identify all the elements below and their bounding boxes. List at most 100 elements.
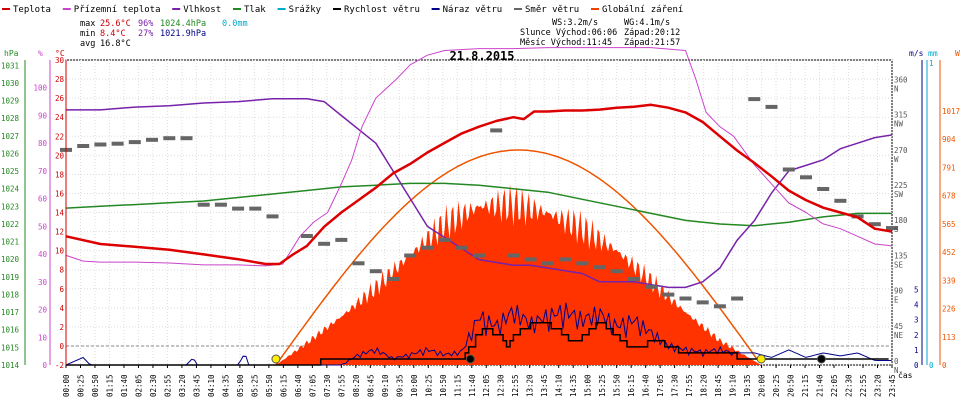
x-tick-label: 06:40	[294, 374, 303, 397]
x-tick-label: 08:45	[366, 374, 375, 397]
wind-direction-mark	[232, 206, 245, 211]
x-tick-label: 13:20	[526, 374, 535, 397]
axis-celsius-tick: 16	[55, 189, 65, 198]
stat-min-temp: 8.4°C	[100, 29, 126, 39]
stat-avg-temp: 16.8°C	[100, 39, 131, 49]
x-tick-label: 00:25	[77, 374, 86, 397]
wind-direction-mark	[214, 202, 227, 207]
sun-set: Západ:20:12	[624, 28, 680, 38]
axis-hpa-tick: 1030	[1, 79, 20, 88]
axis-wm2-tick: 113	[942, 333, 956, 342]
x-tick-label: 15:00	[584, 374, 593, 397]
axis-percent-tick: 20	[38, 306, 48, 315]
series-line-rychlost-vetru	[66, 321, 889, 366]
axis-hpa-tick: 1017	[1, 308, 19, 317]
legend-label: Přízemní teplota	[74, 5, 161, 15]
x-tick-label: 19:10	[729, 374, 738, 397]
wind-direction-mark	[490, 128, 503, 133]
x-tick-label: 11:40	[468, 374, 477, 397]
moonset-marker	[816, 354, 826, 364]
legend-label: Směr větru	[525, 5, 579, 15]
axis-celsius-tick: 2	[59, 323, 64, 332]
axis-celsius-tick: 28	[55, 75, 65, 84]
axis-hpa-unit: hPa	[4, 49, 19, 58]
axis-direction-deg: 360	[894, 75, 908, 84]
stat-max-label: max	[80, 19, 95, 29]
axis-percent-tick: 70	[38, 167, 48, 176]
x-tick-label: 23:45	[888, 374, 897, 397]
radiation-theoretical-line	[275, 149, 759, 366]
axis-wm2-tick: 678	[942, 192, 956, 201]
wind-direction-mark	[662, 292, 675, 297]
wind-direction-mark	[593, 265, 606, 270]
axis-ms-tick: 3	[914, 316, 919, 325]
axis-direction-name: W	[894, 155, 899, 164]
axis-celsius-tick: -2	[55, 361, 64, 370]
wind-direction-mark	[576, 261, 589, 266]
wind-direction-mark	[249, 206, 262, 211]
axis-direction-name: E	[894, 296, 899, 305]
x-tick-label: 18:45	[714, 374, 723, 397]
x-tick-label: 12:05	[482, 374, 491, 397]
wind-direction-mark	[146, 137, 158, 142]
x-tick-label: 14:35	[569, 374, 578, 397]
x-tick-label: 01:40	[120, 374, 129, 397]
wind-direction-mark	[387, 277, 399, 281]
x-tick-label: 13:45	[540, 374, 549, 397]
x-tick-label: 00:50	[91, 374, 100, 397]
x-tick-label: 17:55	[685, 374, 694, 397]
wind-direction-mark	[369, 269, 382, 274]
radiation-area	[275, 184, 762, 365]
axis-percent-tick: 40	[38, 250, 48, 259]
wind-direction-mark	[335, 237, 348, 242]
legend-label: Náraz větru	[443, 5, 503, 15]
axis-wm2-tick: 904	[942, 135, 956, 144]
series-line-tlak	[65, 182, 892, 227]
wind-speed-avg: WS:3.2m/s	[552, 18, 598, 28]
axis-celsius-tick: 10	[55, 247, 65, 256]
x-tick-label: 22:05	[830, 374, 839, 397]
wind-direction-mark	[886, 226, 898, 231]
wind-direction-mark	[834, 198, 847, 203]
wind-direction-mark	[421, 245, 434, 250]
axis-percent-tick: 10	[38, 333, 48, 342]
axis-direction-name: SW	[894, 190, 904, 199]
stat-max-temp: 25.6°C	[100, 19, 131, 29]
x-axis-unit: čas	[898, 370, 913, 380]
x-tick-label: 09:35	[395, 374, 404, 397]
x-tick-label: 16:40	[642, 374, 651, 397]
stat-max-rain: 0.0mm	[222, 19, 248, 29]
axis-hpa-tick: 1014	[1, 361, 20, 370]
moonrise-marker	[465, 354, 475, 364]
axis-wm2-tick: 565	[942, 220, 956, 229]
axis-direction-name: NE	[894, 331, 904, 340]
x-tick-label: 22:30	[845, 374, 854, 397]
x-tick-label: 06:15	[279, 374, 288, 397]
x-tick-label: 05:00	[236, 374, 245, 397]
axis-direction-name: N	[894, 84, 899, 93]
x-tick-label: 02:30	[149, 374, 158, 397]
axis-percent-tick: 80	[38, 139, 48, 148]
axis-celsius-tick: 12	[55, 228, 64, 237]
wind-direction-mark	[696, 300, 709, 305]
x-tick-label: 12:55	[511, 374, 520, 397]
wind-direction-mark	[524, 257, 537, 262]
axis-hpa-tick: 1020	[1, 255, 20, 264]
axis-celsius-tick: 4	[59, 304, 64, 313]
axis-hpa-tick: 1016	[1, 326, 20, 335]
axis-celsius-tick: 8	[59, 266, 64, 275]
axis-direction-name: N	[894, 366, 899, 375]
axis-mm-tick: 1	[929, 59, 934, 68]
wind-direction-mark	[94, 142, 107, 147]
axis-percent-tick: 0	[42, 361, 47, 370]
wind-direction-mark	[817, 187, 830, 191]
axis-wm2-tick: 0	[942, 361, 947, 370]
axis-percent-tick: 60	[38, 195, 48, 204]
sunrise-marker	[271, 354, 281, 364]
axis-hpa-tick: 1024	[1, 185, 20, 194]
axis-hpa-tick: 1028	[1, 114, 20, 123]
axis-hpa-tick: 1015	[1, 343, 19, 352]
legend-label: Teplota	[13, 5, 51, 15]
